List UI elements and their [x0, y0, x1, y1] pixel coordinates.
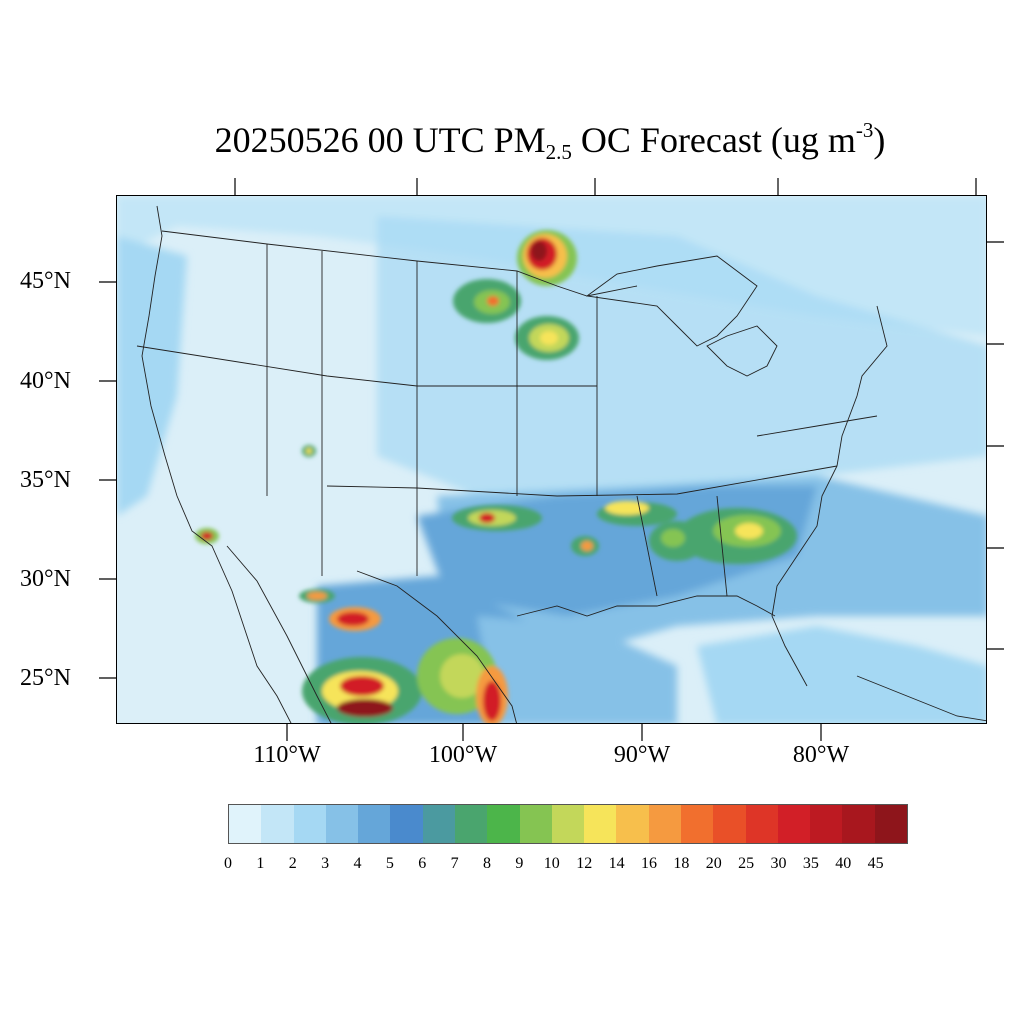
colorbar-swatch	[584, 805, 617, 843]
colorbar-swatch	[358, 805, 391, 843]
lon-tick-label: 100°W	[428, 742, 498, 768]
colorbar-tick-label: 4	[353, 855, 362, 872]
colorbar-tick-label: 16	[640, 855, 657, 872]
colorbar-swatch	[874, 805, 907, 843]
colorbar-swatch	[390, 805, 423, 843]
colorbar-swatch	[745, 805, 778, 843]
hotspots	[195, 230, 797, 723]
colorbar-swatch	[810, 805, 843, 843]
colorbar-tick-label: 8	[483, 855, 492, 872]
lat-tick-label: 35°N	[20, 467, 71, 493]
colorbar-swatch	[487, 805, 520, 843]
colorbar-swatch	[422, 805, 455, 843]
map-boundaries	[136, 205, 986, 723]
colorbar-swatch	[777, 805, 811, 843]
colorbar-swatch	[648, 805, 681, 843]
colorbar-swatch	[519, 805, 552, 843]
lon-tick-label: 80°W	[792, 742, 850, 768]
colorbar-swatch	[229, 805, 262, 843]
lon-tick-label: 90°W	[613, 742, 671, 768]
colorbar-tick-label: 40	[835, 855, 852, 872]
colorbar-tick-label: 10	[543, 855, 560, 872]
colorbar-tick-label: 1	[256, 855, 265, 872]
colorbar-tick-label: 9	[515, 855, 524, 872]
colorbar-tick-label: 18	[673, 855, 690, 872]
colorbar-swatch	[842, 805, 875, 843]
colorbar-tick-label: 25	[738, 855, 755, 872]
colorbar-tick-label: 45	[867, 855, 884, 872]
lat-tick-label: 25°N	[20, 665, 71, 691]
colorbar-tick-label: 12	[576, 855, 593, 872]
concentration-map	[117, 196, 986, 723]
colorbar-tick-label: 14	[608, 855, 625, 872]
colorbar	[228, 804, 908, 844]
colorbar-tick-label: 2	[288, 855, 297, 872]
colorbar-swatch	[293, 805, 326, 843]
map-panel	[116, 195, 987, 724]
colorbar-tick-label: 30	[770, 855, 787, 872]
colorbar-tick-label: 5	[385, 855, 394, 872]
colorbar-tick-label: 0	[224, 855, 232, 872]
colorbar-tick-label: 20	[705, 855, 722, 872]
colorbar-swatch	[713, 805, 746, 843]
map-title: 20250526 00 UTC PM2.5 OC Forecast (ug m-…	[214, 118, 886, 164]
colorbar-tick-label: 3	[321, 855, 330, 872]
colorbar-swatch	[454, 805, 488, 843]
colorbar-swatch	[325, 805, 359, 843]
colorbar-swatch	[616, 805, 649, 843]
lon-tick-label: 110°W	[253, 742, 321, 768]
lat-tick-label: 40°N	[20, 368, 71, 394]
colorbar-tick-label: 35	[802, 855, 819, 872]
colorbar-swatch	[551, 805, 585, 843]
lat-tick-label: 30°N	[20, 566, 71, 592]
colorbar-tick-label: 6	[418, 855, 427, 872]
lat-tick-label: 45°N	[20, 268, 71, 294]
colorbar-swatch	[261, 805, 294, 843]
colorbar-swatch	[680, 805, 714, 843]
colorbar-tick-label: 7	[450, 855, 459, 872]
